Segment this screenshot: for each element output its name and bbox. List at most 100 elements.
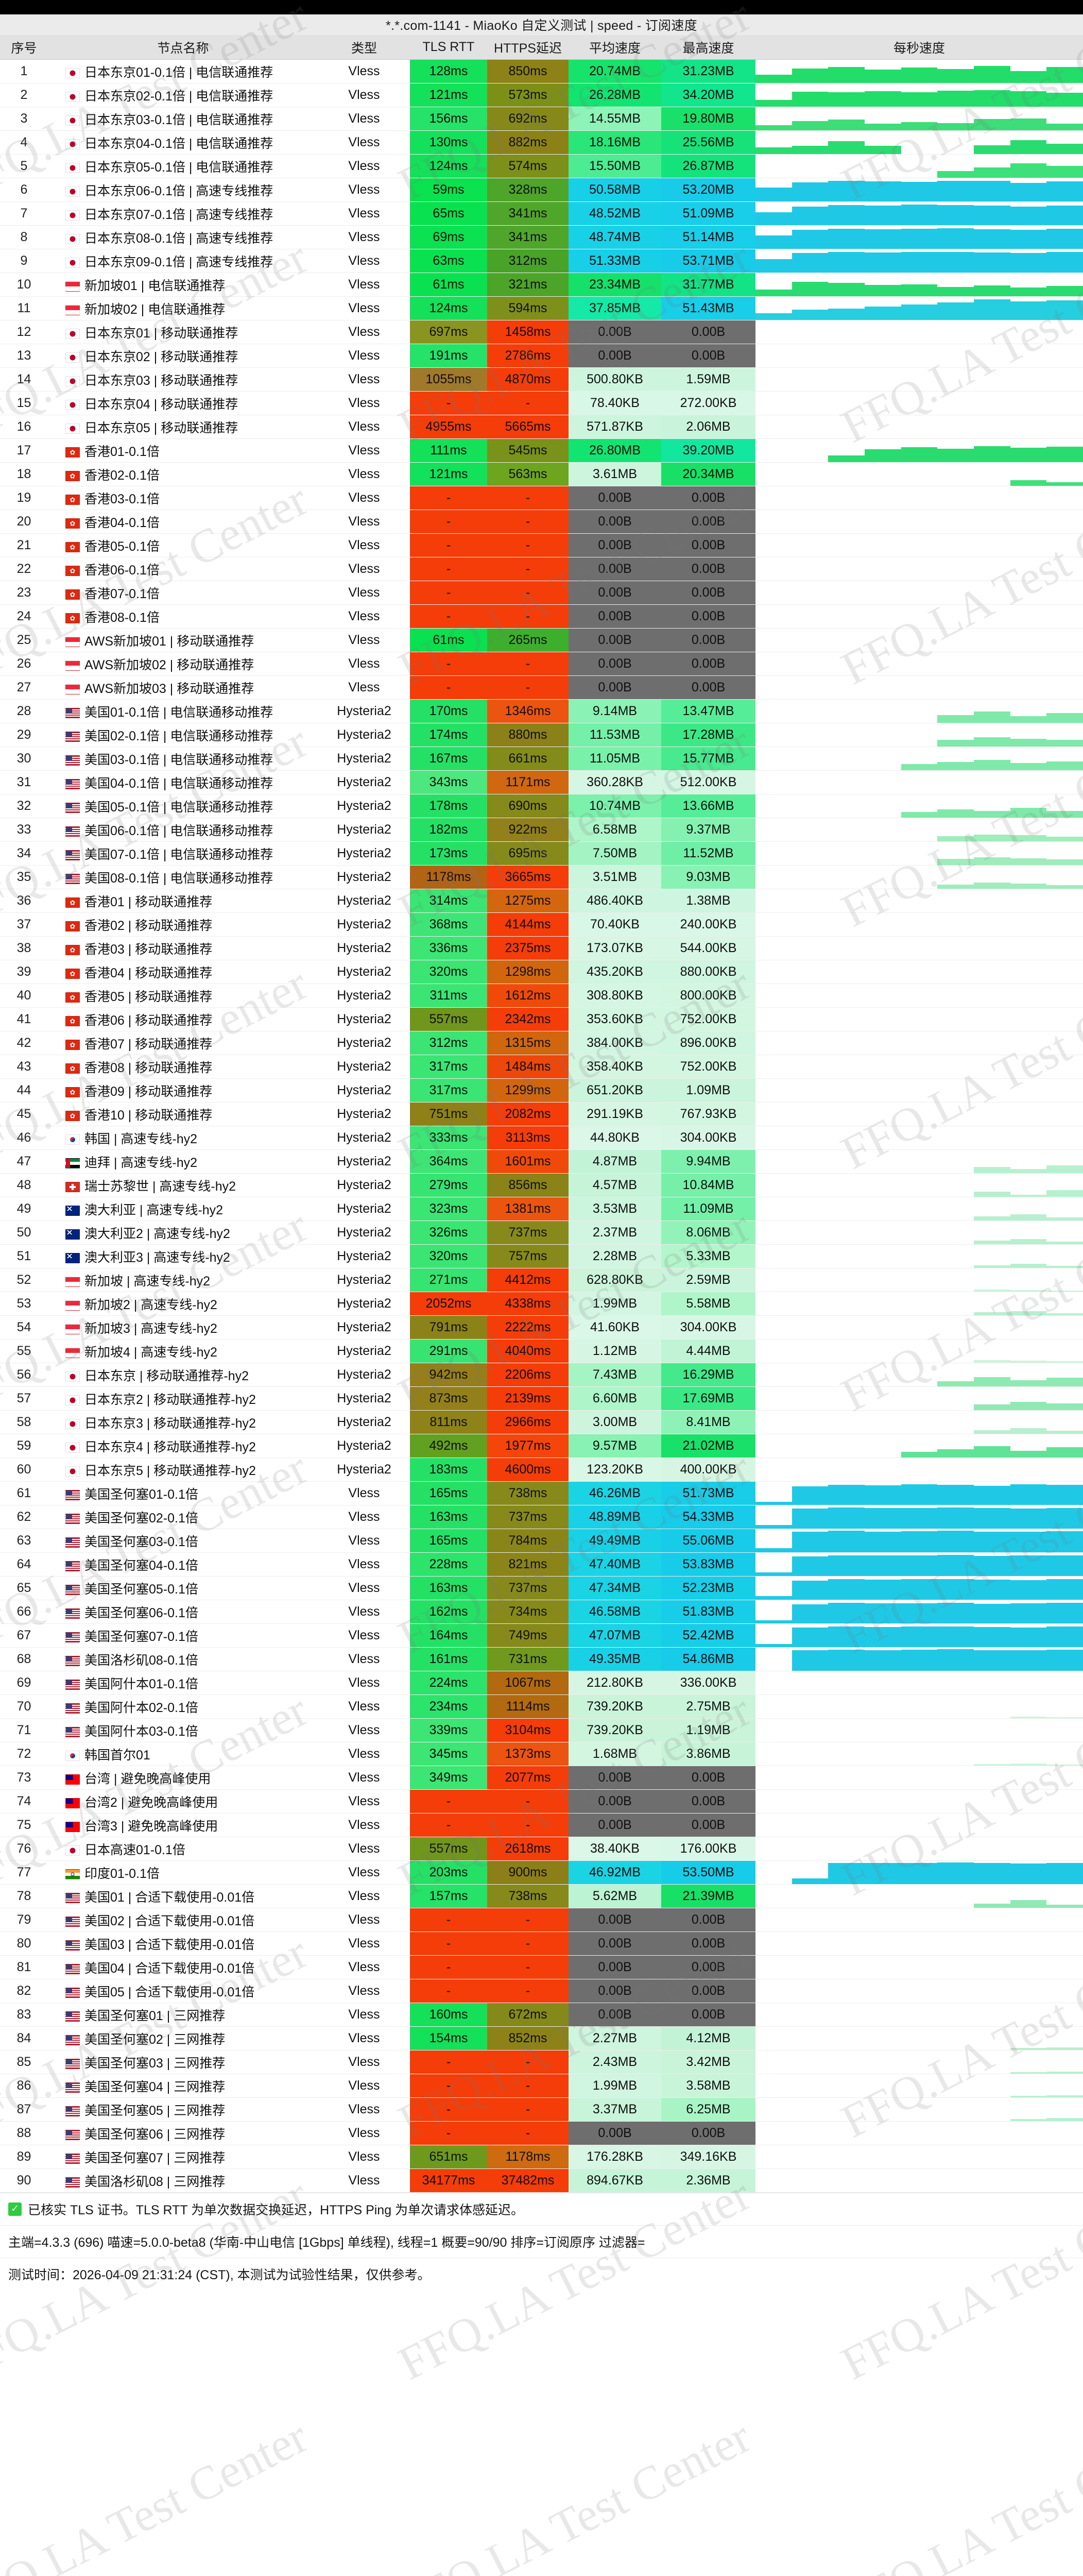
node-name-cell[interactable]: 美国圣何塞04 | 三网推荐 (48, 2074, 318, 2098)
node-name-cell[interactable]: 日本高速01-0.1倍 (48, 1837, 318, 1861)
node-name-cell[interactable]: 美国圣何塞07 | 三网推荐 (48, 2145, 318, 2169)
table-row[interactable]: 60 日本东京5 | 移动联通推荐-hy2 Hysteria2 183ms 4600ms… (0, 1458, 1083, 1482)
table-row[interactable]: 89 美国圣何塞07 | 三网推荐 Vless 651ms 1178ms 176.28KB… (0, 2145, 1083, 2169)
node-name-cell[interactable]: 美国06-0.1倍 | 电信联通移动推荐 (48, 818, 318, 842)
node-name-cell[interactable]: 香港06-0.1倍 (48, 557, 318, 581)
node-name-cell[interactable]: 美国02 | 合适下载使用-0.01倍 (48, 1908, 318, 1932)
node-name-cell[interactable]: 美国圣何塞03-0.1倍 (48, 1529, 318, 1553)
node-name-cell[interactable]: 日本东京07-0.1倍 | 高速专线推荐 (48, 201, 318, 226)
table-row[interactable]: 62 美国圣何塞02-0.1倍 Vless 163ms 737ms 48.89MB 54.3… (0, 1505, 1083, 1529)
table-row[interactable]: 34 美国07-0.1倍 | 电信联通移动推荐 Hysteria2 173ms 695m… (0, 841, 1083, 866)
node-name-cell[interactable]: 香港07-0.1倍 (48, 581, 318, 605)
table-row[interactable]: 58 日本东京3 | 移动联通推荐-hy2 Hysteria2 811ms 2966ms… (0, 1410, 1083, 1434)
node-name-cell[interactable]: 日本东京5 | 移动联通推荐-hy2 (48, 1458, 318, 1482)
node-name-cell[interactable]: 香港06 | 移动联通推荐 (48, 1007, 318, 1031)
table-row[interactable]: 71 美国阿什本03-0.1倍 Vless 339ms 3104ms 739.20KB 1.… (0, 1718, 1083, 1742)
node-name-cell[interactable]: 印度01-0.1倍 (48, 1860, 318, 1885)
table-row[interactable]: 5 日本东京05-0.1倍 | 电信联通推荐 Vless 124ms 574ms 15.5… (0, 154, 1083, 178)
node-name-cell[interactable]: 美国01 | 合适下载使用-0.01倍 (48, 1884, 318, 1908)
table-row[interactable]: 59 日本东京4 | 移动联通推荐-hy2 Hysteria2 492ms 1977ms… (0, 1434, 1083, 1458)
table-row[interactable]: 88 美国圣何塞06 | 三网推荐 Vless - -0.00B 0.00B (0, 2121, 1083, 2145)
table-row[interactable]: 55 新加坡4 | 高速专线-hy2 Hysteria2 291ms 4040ms 1.1… (0, 1339, 1083, 1363)
table-row[interactable]: 49 澳大利亚 | 高速专线-hy2 Hysteria2 323ms 1381ms 3.5… (0, 1197, 1083, 1221)
node-name-cell[interactable]: 新加坡02 | 电信联通推荐 (48, 296, 318, 320)
node-name-cell[interactable]: 美国圣何塞04-0.1倍 (48, 1552, 318, 1577)
table-row[interactable]: 76 日本高速01-0.1倍 Vless 557ms 2618ms 38.40KB 176.… (0, 1837, 1083, 1861)
node-name-cell[interactable]: 美国05-0.1倍 | 电信联通移动推荐 (48, 794, 318, 818)
table-row[interactable]: 63 美国圣何塞03-0.1倍 Vless 165ms 784ms 49.49MB 55.0… (0, 1529, 1083, 1553)
table-row[interactable]: 81 美国04 | 合适下载使用-0.01倍 Vless - -0.00B 0.00B (0, 1955, 1083, 1979)
table-row[interactable]: 4 日本东京04-0.1倍 | 电信联通推荐 Vless 130ms 882ms 18.1… (0, 130, 1083, 155)
node-name-cell[interactable]: 澳大利亚3 | 高速专线-hy2 (48, 1244, 318, 1268)
node-name-cell[interactable]: 美国03-0.1倍 | 电信联通移动推荐 (48, 747, 318, 771)
table-row[interactable]: 37 香港02 | 移动联通推荐 Hysteria2368ms4144ms70.40… (0, 912, 1083, 937)
table-row[interactable]: 68 美国洛杉矶08-0.1倍 Vless 161ms 731ms 49.35MB 54.8… (0, 1647, 1083, 1671)
node-name-cell[interactable]: 日本东京03 | 移动联通推荐 (48, 367, 318, 392)
node-name-cell[interactable]: 日本东京02-0.1倍 | 电信联通推荐 (48, 83, 318, 107)
node-name-cell[interactable]: 澳大利亚2 | 高速专线-hy2 (48, 1221, 318, 1245)
node-name-cell[interactable]: 台湾3 | 避免晚高峰使用 (48, 1813, 318, 1837)
node-name-cell[interactable]: 香港05-0.1倍 (48, 533, 318, 557)
table-row[interactable]: 16 日本东京05 | 移动联通推荐 Vless 4955ms 5665ms 571.87… (0, 415, 1083, 439)
node-name-cell[interactable]: 新加坡4 | 高速专线-hy2 (48, 1339, 318, 1363)
node-name-cell[interactable]: 美国圣何塞02 | 三网推荐 (48, 2026, 318, 2050)
col-header-type[interactable]: 类型 (318, 35, 410, 60)
node-name-cell[interactable]: 日本东京3 | 移动联通推荐-hy2 (48, 1410, 318, 1434)
node-name-cell[interactable]: 日本东京08-0.1倍 | 高速专线推荐 (48, 225, 318, 249)
table-row[interactable]: 33 美国06-0.1倍 | 电信联通移动推荐 Hysteria2 182ms 922m… (0, 818, 1083, 842)
table-row[interactable]: 56 日本东京 | 移动联通推荐-hy2 Hysteria2 942ms 2206ms 7… (0, 1363, 1083, 1387)
table-row[interactable]: 7 日本东京07-0.1倍 | 高速专线推荐 Vless 65ms 341ms 48.52… (0, 201, 1083, 226)
table-row[interactable]: 6 日本东京06-0.1倍 | 高速专线推荐 Vless 59ms 328ms 50.58… (0, 178, 1083, 202)
table-row[interactable]: 27 AWS新加坡03 | 移动联通推荐 Vless - -0.00B 0.00B (0, 675, 1083, 700)
node-name-cell[interactable]: 美国阿什本03-0.1倍 (48, 1718, 318, 1742)
col-header-tls-rtt[interactable]: TLS RTT (410, 35, 487, 60)
table-row[interactable]: 54 新加坡3 | 高速专线-hy2 Hysteria2 791ms 2222ms 41.… (0, 1315, 1083, 1340)
node-name-cell[interactable]: 迪拜 | 高速专线-hy2 (48, 1149, 318, 1174)
table-row[interactable]: 67 美国圣何塞07-0.1倍 Vless 164ms 749ms 47.07MB 52.4… (0, 1623, 1083, 1648)
node-name-cell[interactable]: 日本东京05-0.1倍 | 电信联通推荐 (48, 154, 318, 178)
table-row[interactable]: 66 美国圣何塞06-0.1倍 Vless 162ms 734ms 46.58MB 51.8… (0, 1600, 1083, 1624)
node-name-cell[interactable]: 日本东京06-0.1倍 | 高速专线推荐 (48, 178, 318, 202)
table-row[interactable]: 50 澳大利亚2 | 高速专线-hy2 Hysteria2 326ms 737ms 2.3… (0, 1221, 1083, 1245)
node-name-cell[interactable]: 美国圣何塞06-0.1倍 (48, 1600, 318, 1624)
node-name-cell[interactable]: 香港08 | 移动联通推荐 (48, 1055, 318, 1079)
table-row[interactable]: 64 美国圣何塞04-0.1倍 Vless 228ms 821ms 47.40MB 53.8… (0, 1552, 1083, 1577)
node-name-cell[interactable]: 香港03-0.1倍 (48, 486, 318, 510)
table-row[interactable]: 15 日本东京04 | 移动联通推荐 Vless - -78.40KB 272.00KB (0, 391, 1083, 415)
node-name-cell[interactable]: 澳大利亚 | 高速专线-hy2 (48, 1197, 318, 1221)
col-header-index[interactable]: 序号 (0, 35, 48, 60)
table-row[interactable]: 65 美国圣何塞05-0.1倍 Vless 163ms 737ms 47.34MB 52.2… (0, 1576, 1083, 1600)
node-name-cell[interactable]: 美国阿什本02-0.1倍 (48, 1694, 318, 1719)
table-row[interactable]: 80 美国03 | 合适下载使用-0.01倍 Vless - -0.00B 0.00B (0, 1931, 1083, 1956)
table-row[interactable]: 45 香港10 | 移动联通推荐 Hysteria2751ms2082ms291.1… (0, 1102, 1083, 1126)
table-row[interactable]: 86 美国圣何塞04 | 三网推荐 Vless - -1.99MB 3.58MB (0, 2074, 1083, 2098)
node-name-cell[interactable]: 美国04-0.1倍 | 电信联通移动推荐 (48, 770, 318, 794)
table-row[interactable]: 83 美国圣何塞01 | 三网推荐 Vless 160ms 672ms 0.00B 0.00… (0, 2003, 1083, 2027)
node-name-cell[interactable]: 日本东京01 | 移动联通推荐 (48, 320, 318, 344)
table-row[interactable]: 72 韩国首尔01 Vless 345ms 1373ms 1.68MB 3.86MB (0, 1742, 1083, 1766)
node-name-cell[interactable]: AWS新加坡02 | 移动联通推荐 (48, 652, 318, 676)
col-header-avg-speed[interactable]: 平均速度 (569, 35, 661, 60)
table-row[interactable]: 31 美国04-0.1倍 | 电信联通移动推荐 Hysteria2 343ms 1171… (0, 770, 1083, 794)
table-row[interactable]: 26 AWS新加坡02 | 移动联通推荐 Vless - -0.00B 0.00B (0, 652, 1083, 676)
node-name-cell[interactable]: 美国04 | 合适下载使用-0.01倍 (48, 1955, 318, 1979)
table-row[interactable]: 79 美国02 | 合适下载使用-0.01倍 Vless - -0.00B 0.00B (0, 1908, 1083, 1932)
table-row[interactable]: 78 美国01 | 合适下载使用-0.01倍 Vless 157ms 738ms 5.62… (0, 1884, 1083, 1908)
table-row[interactable]: 44 香港09 | 移动联通推荐 Hysteria2317ms1299ms651.2… (0, 1078, 1083, 1103)
table-row[interactable]: 57 日本东京2 | 移动联通推荐-hy2 Hysteria2 873ms 2139ms… (0, 1386, 1083, 1411)
col-header-per-second-speed[interactable]: 每秒速度 (755, 35, 1083, 60)
node-name-cell[interactable]: 日本东京03-0.1倍 | 电信联通推荐 (48, 107, 318, 131)
node-name-cell[interactable]: 美国圣何塞03 | 三网推荐 (48, 2050, 318, 2074)
node-name-cell[interactable]: 日本东京 | 移动联通推荐-hy2 (48, 1363, 318, 1387)
table-row[interactable]: 29 美国02-0.1倍 | 电信联通移动推荐 Hysteria2 174ms 880m… (0, 723, 1083, 747)
node-name-cell[interactable]: 美国03 | 合适下载使用-0.01倍 (48, 1931, 318, 1956)
table-row[interactable]: 35 美国08-0.1倍 | 电信联通移动推荐 Hysteria2 1178ms 366… (0, 865, 1083, 889)
node-name-cell[interactable]: 香港01-0.1倍 (48, 438, 318, 463)
table-row[interactable]: 51 澳大利亚3 | 高速专线-hy2 Hysteria2 320ms 757ms 2.2… (0, 1244, 1083, 1268)
table-row[interactable]: 74 台湾2 | 避免晚高峰使用 Vless - -0.00B 0.00B (0, 1789, 1083, 1814)
table-row[interactable]: 2 日本东京02-0.1倍 | 电信联通推荐 Vless 121ms 573ms 26.2… (0, 83, 1083, 107)
node-name-cell[interactable]: 日本东京01-0.1倍 | 电信联通推荐 (48, 59, 318, 83)
